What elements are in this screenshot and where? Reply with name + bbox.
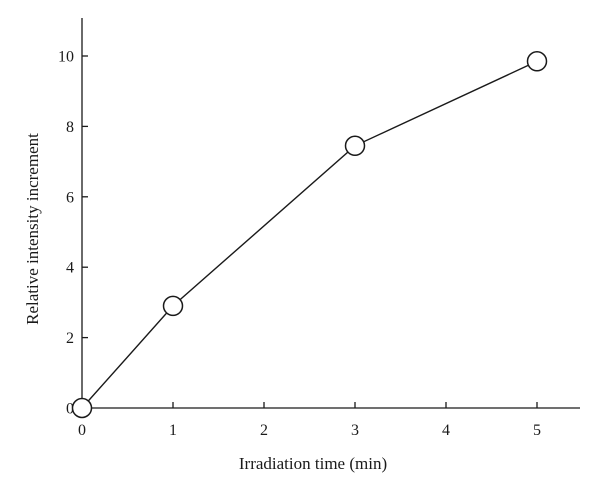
data-point (526, 51, 548, 72)
data-point (344, 135, 366, 157)
series-line (81, 60, 538, 409)
data-point (71, 397, 93, 419)
data-point (162, 295, 184, 317)
x-ticks: 0 1 2 3 4 5 (78, 402, 541, 439)
x-tick-label: 5 (533, 422, 541, 439)
x-tick-label: 0 (78, 422, 86, 439)
series (71, 51, 548, 419)
x-axis-title: Irradiation time (min) (239, 454, 387, 473)
x-tick-label: 1 (169, 422, 177, 439)
x-tick-label: 4 (442, 422, 450, 439)
y-tick-label: 0 (66, 401, 74, 418)
y-axis-title: Relative intensity increment (23, 133, 42, 325)
y-tick-label: 4 (66, 260, 74, 277)
y-tick-label: 2 (66, 330, 74, 347)
x-tick-label: 3 (351, 422, 359, 439)
y-tick-label: 8 (66, 119, 74, 136)
x-tick-label: 2 (260, 422, 268, 439)
axes (72, 18, 580, 418)
y-ticks: 0 2 4 6 8 10 (58, 49, 88, 418)
y-tick-label: 6 (66, 189, 74, 206)
y-tick-label: 10 (58, 49, 74, 66)
